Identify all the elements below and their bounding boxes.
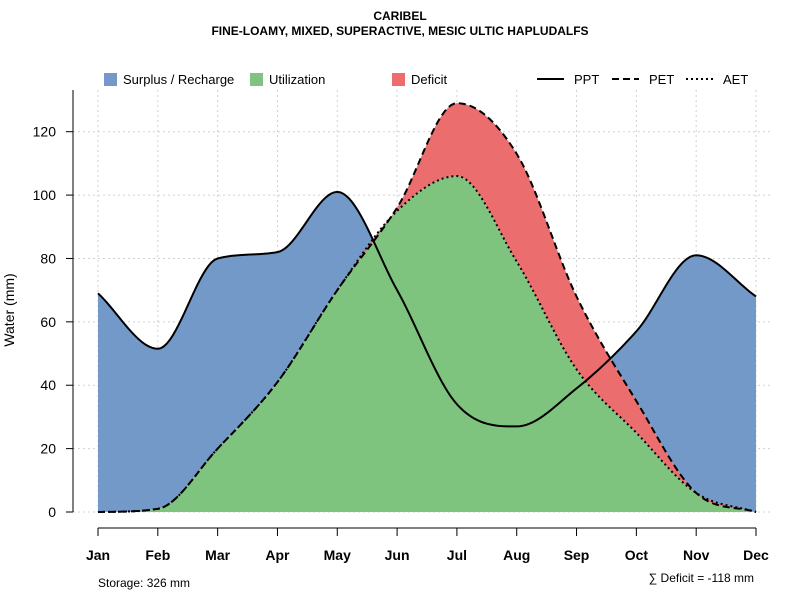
series-line-ppt bbox=[97, 190, 757, 428]
legend-label: PPT bbox=[574, 72, 599, 87]
y-tick-label: 0 bbox=[48, 504, 56, 520]
storage-note: Storage: 326 mm bbox=[98, 576, 190, 590]
deficit-note: ∑ Deficit = -118 mm bbox=[649, 571, 754, 585]
x-tick-label: Jul bbox=[447, 547, 467, 563]
x-tick-label: Jan bbox=[86, 547, 110, 563]
x-tick-label: Dec bbox=[743, 547, 769, 563]
series-line-pet bbox=[97, 102, 757, 513]
legend-swatch bbox=[250, 73, 263, 86]
x-tick-label: May bbox=[324, 547, 351, 563]
y-tick-label: 60 bbox=[40, 314, 56, 330]
series-lines bbox=[97, 102, 757, 513]
series-line-aet bbox=[97, 175, 757, 513]
axes: 0 20 40 60 80 100 120 Jan Feb Mar Apr May Jun Jul Aug S… bbox=[33, 90, 769, 563]
x-tick-label: Apr bbox=[265, 547, 290, 563]
deficit-area bbox=[98, 103, 756, 513]
x-tick-label: Jun bbox=[385, 547, 410, 563]
y-tick-label: 100 bbox=[33, 187, 57, 203]
y-axis-label: Water (mm) bbox=[1, 273, 17, 346]
x-tick-label: Feb bbox=[145, 547, 170, 563]
x-tick-label: Mar bbox=[205, 547, 230, 563]
legend-swatch bbox=[392, 73, 405, 86]
legend: Surplus / Recharge Utilization Deficit PPT P… bbox=[104, 72, 748, 87]
area-fills bbox=[98, 103, 756, 513]
y-tick-label: 120 bbox=[33, 124, 57, 140]
legend-label: Deficit bbox=[411, 72, 448, 87]
legend-label: PET bbox=[649, 72, 674, 87]
legend-label: Surplus / Recharge bbox=[123, 72, 234, 87]
x-tick-label: Sep bbox=[564, 547, 590, 563]
x-tick-label: Oct bbox=[625, 547, 649, 563]
chart-subtitle: FINE-LOAMY, MIXED, SUPERACTIVE, MESIC UL… bbox=[211, 24, 589, 38]
y-tick-label: 40 bbox=[40, 377, 56, 393]
utilization-area bbox=[98, 176, 756, 512]
legend-swatch bbox=[104, 73, 117, 86]
x-tick-label: Nov bbox=[683, 547, 710, 563]
y-tick-label: 80 bbox=[40, 250, 56, 266]
legend-label: Utilization bbox=[269, 72, 325, 87]
y-tick-label: 20 bbox=[40, 441, 56, 457]
x-tick-label: Aug bbox=[503, 547, 530, 563]
chart-title: CARIBEL bbox=[373, 9, 427, 23]
legend-label: AET bbox=[723, 72, 748, 87]
